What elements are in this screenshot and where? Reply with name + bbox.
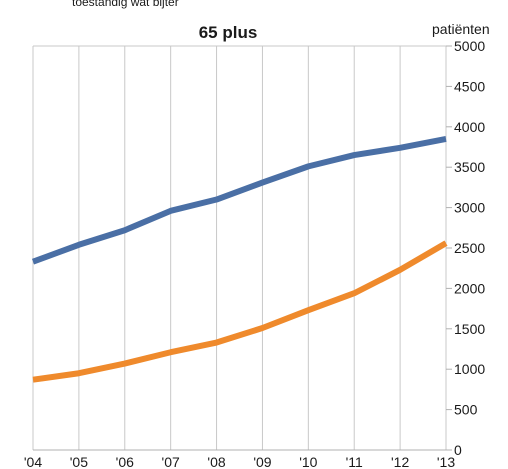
x-tick-label: '06 xyxy=(116,454,134,469)
x-tick-label: '09 xyxy=(253,454,271,469)
y-tick-label: 5000 xyxy=(454,38,485,54)
y-tick-label: 2000 xyxy=(454,280,485,296)
x-tick-label: '08 xyxy=(207,454,225,469)
y-tick-label: 1000 xyxy=(454,361,485,377)
y-tick-label: 4000 xyxy=(454,119,485,135)
x-tick-label: '07 xyxy=(162,454,180,469)
x-tick-label: '10 xyxy=(299,454,317,469)
y-tick-label: 4500 xyxy=(454,78,485,94)
y-tick-label: 500 xyxy=(454,402,478,418)
x-tick-label: '04 xyxy=(24,454,42,469)
series-line-1 xyxy=(31,135,447,265)
x-tick-label: '13 xyxy=(437,454,455,469)
x-tick-label: '11 xyxy=(346,454,363,469)
series-line-2 xyxy=(32,240,448,383)
top-caption: toestandig wat bijter xyxy=(72,0,179,9)
chart-title: 65 plus xyxy=(199,23,258,42)
y-tick-label: 0 xyxy=(454,442,462,458)
y-tick-label: 1500 xyxy=(454,321,485,337)
y-tick-label: 3500 xyxy=(454,159,485,175)
y-tick-label: 2500 xyxy=(454,240,485,256)
y-axis-unit-label: patiënten xyxy=(432,21,490,37)
x-tick-label: '12 xyxy=(391,454,409,469)
x-tick-label: '05 xyxy=(70,454,88,469)
y-tick-label: 3000 xyxy=(454,200,485,216)
